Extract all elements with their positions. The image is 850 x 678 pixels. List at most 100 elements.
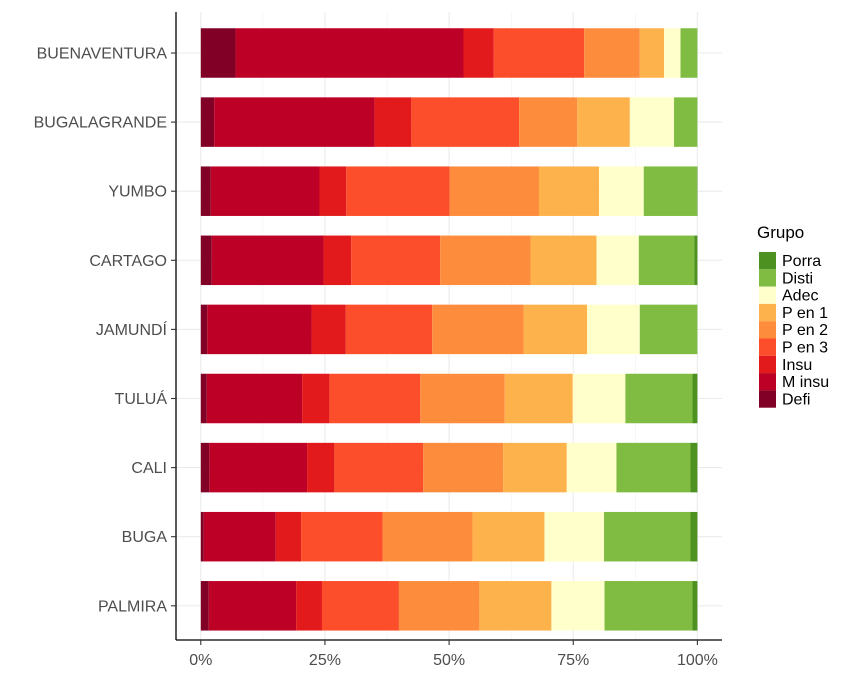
bar-segment	[597, 236, 639, 285]
bar-segment	[674, 97, 697, 147]
bar-segment	[524, 305, 588, 355]
bar-segment	[375, 97, 412, 147]
bar-segment	[212, 236, 324, 285]
bar-segment	[312, 305, 346, 355]
x-tick-label: 50%	[433, 652, 465, 669]
y-tick-label: PALMIRA	[98, 598, 167, 615]
x-tick-label: 0%	[189, 652, 212, 669]
bar-segment	[334, 443, 423, 493]
bar-segment	[346, 305, 432, 355]
bar-segment	[209, 443, 307, 493]
bar-segment	[207, 305, 311, 355]
bar-segment	[204, 512, 276, 562]
bar-segment	[346, 166, 449, 216]
y-tick-label: YUMBO	[108, 184, 167, 201]
bar-segment	[201, 166, 211, 216]
bar-segment	[411, 97, 519, 147]
bar-segment	[494, 28, 584, 78]
bar-segment	[567, 443, 617, 493]
bar-segment	[351, 236, 440, 285]
bar-segment	[640, 305, 698, 355]
bar-segment	[214, 97, 374, 147]
bar-segment	[639, 236, 695, 285]
bar-segment	[690, 443, 697, 493]
bar-segment	[587, 305, 640, 355]
legend-key	[759, 339, 776, 356]
bar-segment	[472, 512, 544, 562]
legend-key	[759, 304, 776, 321]
y-tick-label: CARTAGO	[89, 253, 167, 270]
bar-segment	[539, 166, 599, 216]
bar-segment	[383, 512, 473, 562]
bar-segment	[236, 28, 464, 78]
legend-key	[759, 373, 776, 390]
bar-segment	[573, 374, 626, 424]
bar-segment	[640, 28, 664, 78]
legend-key	[759, 287, 776, 304]
bar-segment	[625, 374, 692, 424]
bar-segment	[201, 581, 209, 631]
legend-key	[759, 390, 776, 407]
legend-label: Defi	[782, 391, 810, 408]
bar-segment	[577, 97, 630, 147]
x-tick-label: 100%	[677, 652, 718, 669]
bar-segment	[323, 236, 351, 285]
bar-segment	[681, 28, 698, 78]
y-tick-label: TULUÁ	[115, 389, 168, 408]
bar-segment	[664, 28, 680, 78]
bar-segment	[319, 166, 346, 216]
bar-segment	[201, 236, 212, 285]
bar-segment	[296, 581, 322, 631]
legend-key	[759, 252, 776, 269]
x-tick-label: 75%	[557, 652, 589, 669]
bar-segment	[605, 581, 693, 631]
bar-segment	[276, 512, 301, 562]
legend-label: P en 2	[782, 322, 828, 339]
bar-segment	[201, 443, 209, 493]
y-tick-label: BUGALAGRANDE	[34, 115, 167, 132]
bar-segment	[201, 305, 207, 355]
legend-label: M insu	[782, 374, 829, 391]
bar-segment	[644, 166, 697, 216]
y-tick-label: CALI	[131, 460, 167, 477]
y-tick-label: BUGA	[122, 529, 168, 546]
y-tick-label: JAMUNDÍ	[96, 320, 168, 339]
legend-label: P en 1	[782, 305, 828, 322]
legend-label: Adec	[782, 288, 818, 305]
bar-segment	[302, 374, 329, 424]
bar-segment	[551, 581, 604, 631]
bar-segment	[307, 443, 334, 493]
legend-label: Porra	[782, 253, 821, 270]
legend-key	[759, 269, 776, 286]
legend-key	[759, 321, 776, 338]
bar-segment	[692, 374, 697, 424]
legend-title: Grupo	[757, 223, 804, 242]
legend-label: Insu	[782, 357, 812, 374]
bar-segment	[604, 512, 690, 562]
bar-segment	[584, 28, 640, 78]
bar-segment	[423, 443, 503, 493]
bar-segment	[694, 236, 697, 285]
bar-segment	[440, 236, 530, 285]
bar-segment	[322, 581, 399, 631]
bar-segment	[505, 374, 573, 424]
bar-segment	[432, 305, 523, 355]
bar-segment	[201, 97, 214, 147]
legend-key	[759, 356, 776, 373]
bar-segment	[544, 512, 604, 562]
legend-label: Disti	[782, 270, 813, 287]
bar-segment	[450, 166, 539, 216]
bar-segment	[211, 166, 320, 216]
bar-segment	[616, 443, 690, 493]
bar-segment	[201, 374, 207, 424]
bar-segment	[464, 28, 494, 78]
x-tick-label: 25%	[309, 652, 341, 669]
bar-segment	[399, 581, 479, 631]
bar-segment	[207, 374, 302, 424]
bar-segment	[531, 236, 597, 285]
bar-segment	[479, 581, 551, 631]
bar-segment	[519, 97, 577, 147]
